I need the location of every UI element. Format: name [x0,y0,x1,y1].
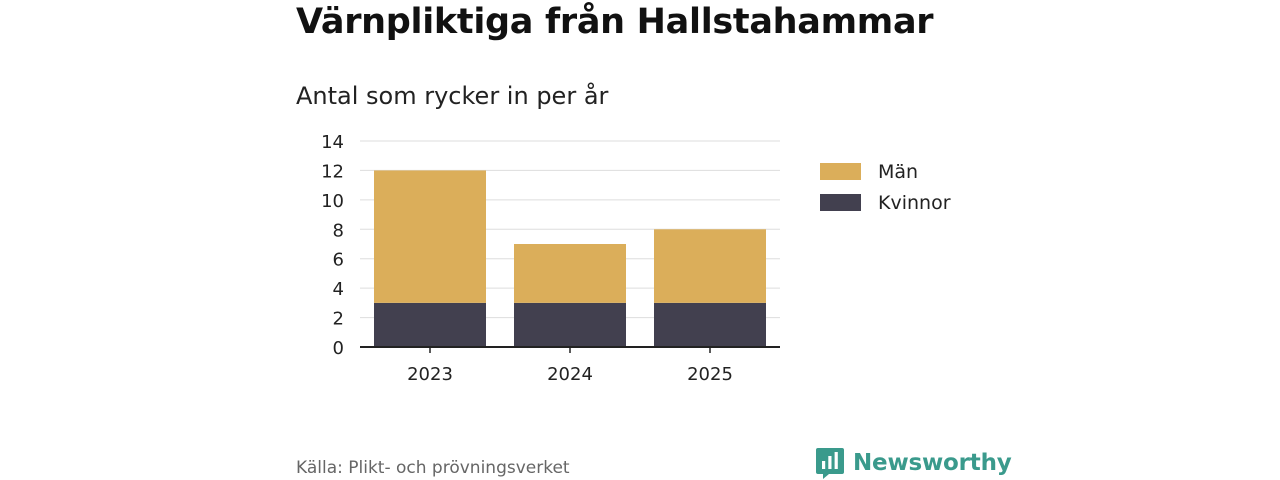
source-note: Källa: Plikt- och prövningsverket [296,458,570,478]
y-tick-label: 4 [333,279,344,300]
brand-name: Newsworthy [853,450,1012,476]
bar-kvinnor-2023 [374,302,486,347]
newsworthy-logo-icon [816,448,844,479]
chart-subtitle: Antal som rycker in per år [296,82,609,110]
bar-kvinnor-2024 [514,302,626,347]
x-tick-label: 2023 [407,364,453,385]
y-tick-label: 0 [333,338,344,359]
y-tick-label: 12 [321,161,344,182]
bar-man-2025 [654,229,766,303]
legend-label: Kvinnor [878,192,951,214]
y-tick-label: 2 [333,309,344,330]
legend-swatch-man [820,163,861,180]
y-tick-label: 14 [321,132,344,153]
chart-title: Värnpliktiga från Hallstahammar [296,2,934,42]
bar-kvinnor-2025 [654,302,766,347]
legend-label: Män [878,161,918,183]
y-tick-label: 6 [333,250,344,271]
legend-swatch-kvinnor [820,194,861,211]
x-tick-label: 2024 [547,364,593,385]
bar-man-2023 [374,170,486,303]
newsworthy-logo: Newsworthy [815,446,1012,480]
bar-man-2024 [514,244,626,303]
x-tick-label: 2025 [687,364,733,385]
y-tick-label: 8 [333,220,344,241]
y-tick-label: 10 [321,191,344,212]
stacked-bar-chart: 0 2 4 6 8 10 12 14 2023 2024 2025 Män Kvinnor [321,132,951,385]
